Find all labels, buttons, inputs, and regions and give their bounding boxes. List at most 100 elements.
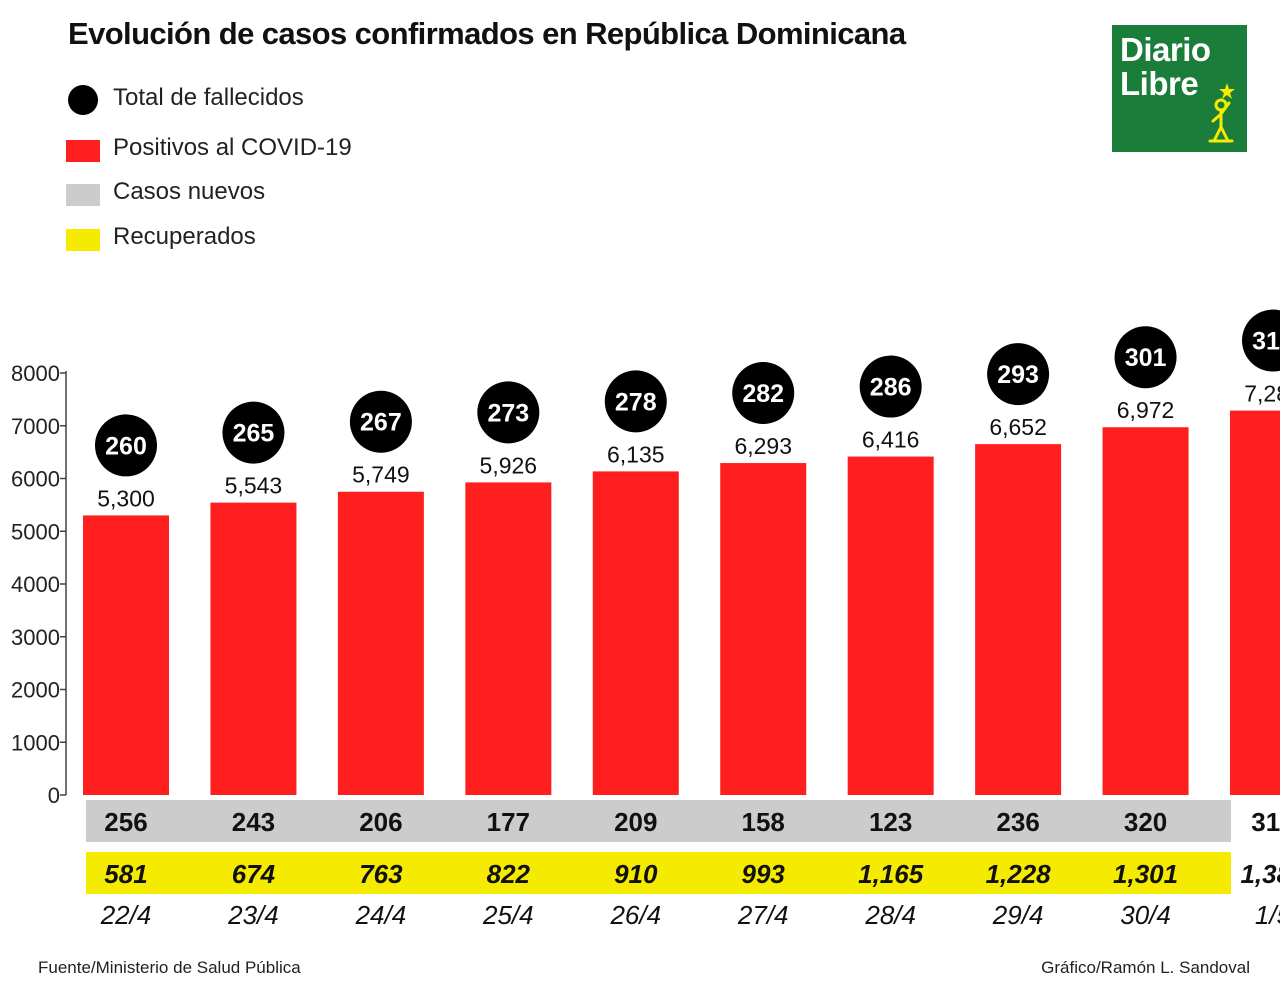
- bar-positives: [975, 444, 1062, 795]
- x-tick-label: 28/4: [864, 900, 916, 930]
- new-cases-label: 320: [1124, 807, 1167, 837]
- recovered-label: 1,301: [1113, 859, 1178, 889]
- recovered-label: 1,165: [858, 859, 924, 889]
- deaths-value-label: 265: [233, 420, 275, 448]
- bar-value-label: 7,288: [1244, 381, 1280, 407]
- deaths-circle: [604, 370, 667, 433]
- recovered-label: 993: [742, 859, 786, 889]
- bars-group: [83, 410, 1280, 795]
- y-tick-label: 4000: [11, 572, 60, 597]
- value-labels: 5,300 5,543 5,749 5,926 6,135 6,293 6,416 6,652…: [97, 381, 1280, 512]
- legend-label-new-cases: Casos nuevos: [113, 178, 266, 205]
- chart-title: Evolución de casos confirmados en Repúbl…: [68, 16, 906, 51]
- deaths-value-label: 313: [1252, 328, 1280, 356]
- bar-positives: [592, 471, 679, 795]
- deaths-value-label: 293: [997, 361, 1039, 389]
- new-cases-label: 209: [614, 807, 657, 837]
- bar-positives: [1230, 410, 1280, 795]
- x-tick-label: 24/4: [355, 900, 407, 930]
- bar-value-label: 6,972: [1117, 397, 1175, 423]
- x-tick-label: 30/4: [1120, 900, 1171, 930]
- deaths-circle: [1242, 309, 1280, 372]
- deaths-circle: [95, 414, 157, 477]
- x-tick-label: 1/5: [1255, 900, 1280, 930]
- y-tick-label: 3000: [11, 625, 60, 650]
- legend-item-recovered: Recuperados: [66, 221, 466, 255]
- new-cases-label: 236: [996, 807, 1039, 837]
- bar-positives: [720, 463, 807, 795]
- y-tick-label: 0: [48, 783, 60, 808]
- bar-positives: [847, 456, 934, 795]
- deaths-circle: [349, 390, 412, 453]
- y-tick-label: 7000: [11, 414, 60, 439]
- legend-label-recovered: Recuperados: [113, 223, 256, 250]
- recovered-label: 674: [232, 859, 276, 889]
- deaths-value-label: 286: [870, 374, 912, 402]
- new-cases-label: 206: [359, 807, 402, 837]
- bar-value-label: 5,543: [225, 473, 283, 499]
- deaths-circle: [987, 343, 1050, 406]
- x-tick-label: 23/4: [227, 900, 279, 930]
- bottom-bands: [86, 800, 1231, 894]
- x-tick-label: 27/4: [737, 900, 789, 930]
- legend-swatch-deaths: [68, 85, 98, 115]
- diario-libre-logo: Diario Libre: [1112, 25, 1247, 152]
- deaths-circle: [732, 362, 795, 425]
- legend-item-new-cases: Casos nuevos: [66, 176, 466, 210]
- deaths-circle: [859, 355, 922, 418]
- bar-value-label: 6,293: [734, 433, 792, 459]
- legend-item-positives: Positivos al COVID-19: [66, 132, 466, 166]
- recovered-label: 581: [104, 859, 147, 889]
- bar-value-label: 6,652: [989, 414, 1047, 440]
- recovered-label: 1,228: [986, 859, 1052, 889]
- bar-positives: [210, 502, 297, 795]
- deaths-circle: [477, 381, 540, 444]
- bar-positives: [337, 491, 424, 795]
- legend-label-positives: Positivos al COVID-19: [113, 134, 352, 161]
- credit-note: Gráfico/Ramón L. Sandoval: [1041, 958, 1250, 977]
- legend-swatch-recovered: [66, 229, 100, 251]
- new-cases-label: 243: [232, 807, 275, 837]
- new-cases-label: 123: [869, 807, 912, 837]
- logo-word-2: Libre: [1120, 65, 1199, 102]
- legend-item-deaths: Total de fallecidos: [66, 82, 466, 116]
- deaths-value-label: 282: [742, 380, 784, 408]
- recovered-label: 763: [359, 859, 403, 889]
- deaths-value-label: 267: [360, 409, 402, 437]
- deaths-value-label: 273: [487, 399, 529, 427]
- recovered-label: 1,387: [1240, 859, 1280, 889]
- bar-value-label: 5,300: [97, 485, 155, 511]
- logo-word-1: Diario: [1120, 31, 1211, 68]
- legend-swatch-positives: [66, 140, 100, 162]
- new-cases-label: 177: [487, 807, 530, 837]
- deaths-circle: [222, 401, 285, 464]
- deaths-circle: [1114, 326, 1177, 389]
- y-tick-label: 2000: [11, 678, 60, 703]
- y-axis: 0 1000 2000 3000 4000 5000 6000 7000 8000: [11, 361, 67, 808]
- bar-value-label: 5,749: [352, 462, 410, 488]
- deaths-value-label: 301: [1125, 344, 1167, 372]
- new-cases-band: [86, 800, 1231, 842]
- band-labels: 256 581 22/4 243 674 23/4 206 763 24/4 177 822 25/4…: [100, 807, 1280, 930]
- deaths-value-label: 278: [615, 388, 657, 416]
- deaths-markers: 260 265 267 273 278 282 286 293 301 313: [95, 309, 1280, 477]
- x-tick-label: 29/4: [992, 900, 1044, 930]
- x-tick-label: 26/4: [609, 900, 661, 930]
- logo-figure-icon: [1208, 83, 1235, 143]
- y-tick-label: 5000: [11, 519, 60, 544]
- legend-label-deaths: Total de fallecidos: [113, 84, 304, 111]
- legend-swatch-new-cases: [66, 184, 100, 206]
- bar-value-label: 6,416: [862, 427, 920, 453]
- deaths-value-label: 260: [105, 432, 147, 460]
- bar-positives: [1102, 427, 1189, 795]
- recovered-label: 822: [487, 859, 531, 889]
- bar-positives: [83, 515, 169, 795]
- new-cases-label: 256: [104, 807, 147, 837]
- x-tick-label: 25/4: [482, 900, 534, 930]
- bar-value-label: 6,135: [607, 441, 665, 467]
- new-cases-label: 158: [742, 807, 785, 837]
- recovered-label: 910: [614, 859, 658, 889]
- y-tick-label: 1000: [11, 730, 60, 755]
- y-tick-label: 8000: [11, 361, 60, 386]
